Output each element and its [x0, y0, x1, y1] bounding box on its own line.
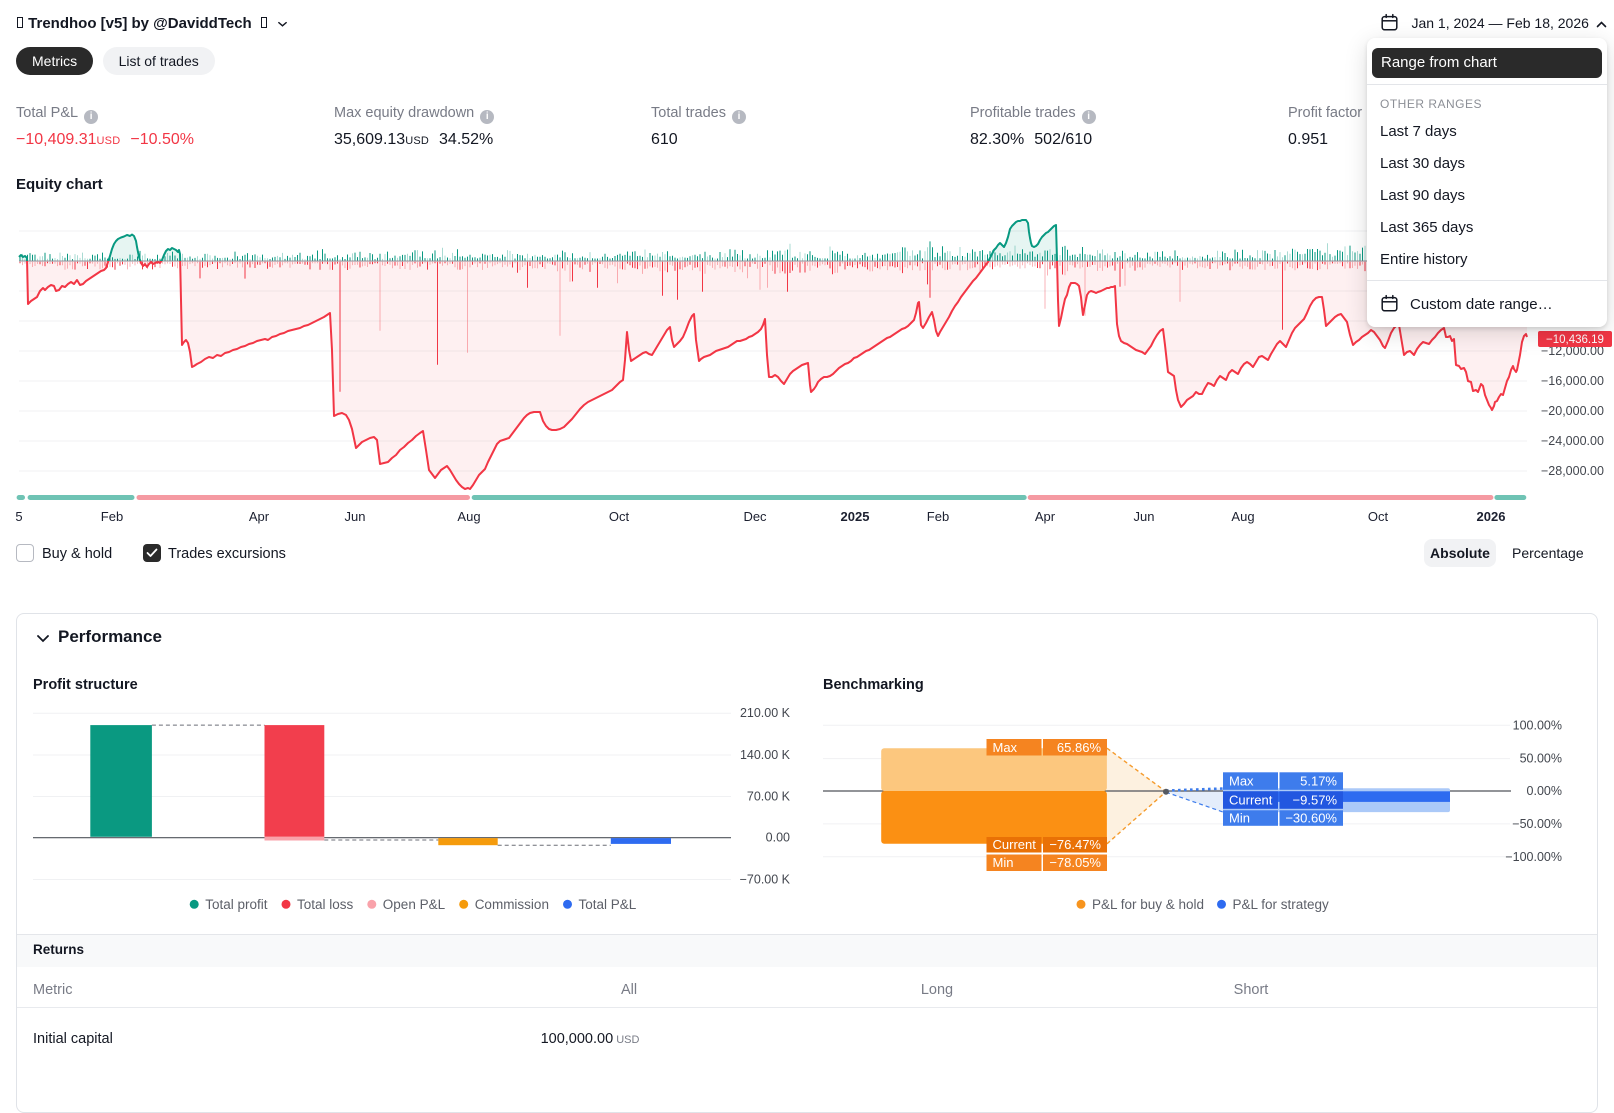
svg-text:−50.00%: −50.00%: [1512, 817, 1562, 831]
svg-text:Max: Max: [1229, 774, 1254, 789]
svg-text:P&L for strategy: P&L for strategy: [1233, 897, 1330, 912]
svg-text:Total P&L: Total P&L: [579, 897, 637, 912]
svg-text:−30.60%: −30.60%: [1285, 811, 1337, 826]
svg-text:−20,000.00: −20,000.00: [1541, 404, 1604, 418]
svg-text:Dec: Dec: [743, 509, 767, 524]
svg-text:−9.57%: −9.57%: [1293, 793, 1338, 808]
svg-text:Current: Current: [1229, 793, 1273, 808]
svg-text:210.00 K: 210.00 K: [740, 706, 791, 720]
svg-text:−16,000.00: −16,000.00: [1541, 374, 1604, 388]
svg-text:5.17%: 5.17%: [1300, 774, 1337, 789]
svg-text:2026: 2026: [1477, 509, 1506, 524]
svg-text:−24,000.00: −24,000.00: [1541, 434, 1604, 448]
svg-text:Aug: Aug: [457, 509, 480, 524]
svg-text:Min: Min: [993, 855, 1014, 870]
svg-text:140.00 K: 140.00 K: [740, 748, 791, 762]
svg-text:Open P&L: Open P&L: [383, 897, 446, 912]
svg-text:Total profit: Total profit: [205, 897, 268, 912]
svg-text:Commission: Commission: [475, 897, 549, 912]
svg-text:Oct: Oct: [1368, 509, 1389, 524]
svg-text:Aug: Aug: [1231, 509, 1254, 524]
svg-text:Min: Min: [1229, 811, 1250, 826]
svg-text:70.00 K: 70.00 K: [747, 790, 791, 804]
svg-text:0.00%: 0.00%: [1527, 784, 1562, 798]
svg-text:−28,000.00: −28,000.00: [1541, 464, 1604, 478]
svg-text:Feb: Feb: [101, 509, 123, 524]
svg-text:−10,436.19: −10,436.19: [1546, 334, 1604, 346]
svg-text:Jun: Jun: [1134, 509, 1155, 524]
svg-text:Current: Current: [993, 837, 1037, 852]
svg-text:Apr: Apr: [1035, 509, 1056, 524]
svg-text:100.00%: 100.00%: [1513, 718, 1562, 732]
svg-text:P&L for buy & hold: P&L for buy & hold: [1092, 897, 1204, 912]
svg-text:0.00: 0.00: [766, 831, 790, 845]
svg-text:Max: Max: [993, 740, 1018, 755]
svg-text:65.86%: 65.86%: [1057, 740, 1102, 755]
svg-text:−100.00%: −100.00%: [1505, 850, 1562, 864]
svg-text:−76.47%: −76.47%: [1049, 837, 1101, 852]
svg-text:Jun: Jun: [345, 509, 366, 524]
svg-text:−70.00 K: −70.00 K: [740, 873, 791, 887]
svg-text:−12,000.00: −12,000.00: [1541, 344, 1604, 358]
svg-text:Total loss: Total loss: [297, 897, 354, 912]
svg-text:Apr: Apr: [249, 509, 270, 524]
svg-text:Oct: Oct: [609, 509, 630, 524]
svg-text:Feb: Feb: [927, 509, 949, 524]
svg-text:2025: 2025: [841, 509, 870, 524]
svg-text:50.00%: 50.00%: [1520, 752, 1562, 766]
svg-text:−78.05%: −78.05%: [1049, 855, 1101, 870]
svg-text:5: 5: [15, 509, 22, 524]
